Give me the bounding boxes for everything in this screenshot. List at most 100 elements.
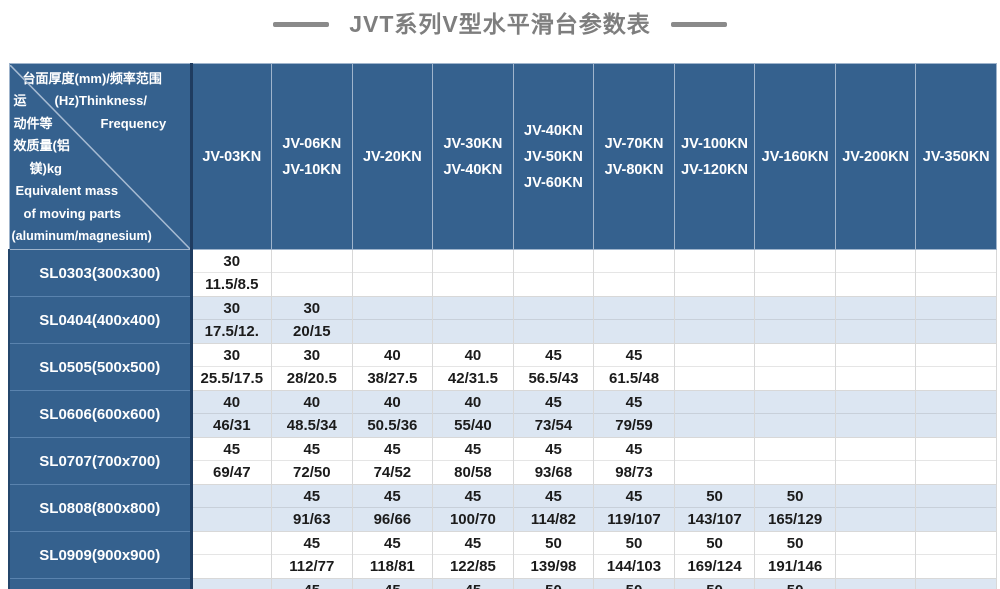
data-cell: 45 xyxy=(351,578,434,589)
column-header-label: JV-30KN xyxy=(443,135,503,152)
thickness-value: 45 xyxy=(352,438,433,461)
data-cell xyxy=(834,578,917,589)
mass-value xyxy=(836,414,916,437)
mass-value: 143/107 xyxy=(687,511,742,528)
mass-value: 74/52 xyxy=(373,464,412,481)
data-cell: 45 96/66 xyxy=(351,484,434,532)
mass-value: 38/27.5 xyxy=(367,370,418,387)
thickness-value: 40 xyxy=(272,391,352,414)
thickness-value xyxy=(836,579,916,589)
thickness-value: 50 xyxy=(755,485,835,508)
data-cell: 50 169/124 xyxy=(673,531,756,579)
mass-value: 93/68 xyxy=(534,464,573,481)
data-cell: 50 xyxy=(754,578,836,589)
column-header: JV-200KN xyxy=(834,63,917,250)
mass-value xyxy=(594,320,674,343)
title-dash-right xyxy=(670,21,727,27)
thickness-value: 30 xyxy=(192,297,272,320)
column-header: JV-03KN xyxy=(189,63,273,250)
mass-value xyxy=(916,320,996,343)
mass-value xyxy=(433,273,513,296)
column-header: JV-160KN xyxy=(754,63,836,250)
corner-line-3-right: Frequency xyxy=(100,115,167,131)
mass-value: 17.5/12. xyxy=(204,323,259,340)
mass-value: 50.5/36 xyxy=(367,417,418,434)
data-cell xyxy=(593,296,675,344)
mass-value xyxy=(353,273,433,296)
thickness-value xyxy=(433,297,513,320)
mass-value xyxy=(193,508,272,531)
thickness-value: 30 xyxy=(272,344,352,367)
thickness-value xyxy=(674,391,755,414)
thickness-value xyxy=(835,391,916,414)
thickness-value: 50 xyxy=(674,532,755,555)
data-cell: 45 100/70 xyxy=(432,484,514,532)
thickness-value: 50 xyxy=(514,579,594,589)
data-cell xyxy=(512,296,595,344)
data-cell xyxy=(189,484,273,532)
mass-value: 48.5/34 xyxy=(286,417,337,434)
column-header-label: JV-100KN xyxy=(681,135,748,152)
thickness-value: 50 xyxy=(675,579,755,589)
corner-line-2-left: 运 xyxy=(13,93,27,108)
data-cell: 45 xyxy=(432,578,514,589)
data-cell: 45 98/73 xyxy=(593,437,675,485)
thickness-value xyxy=(916,579,996,589)
row-header: SL1010(1000x1000) xyxy=(8,578,191,589)
mass-value: 169/124 xyxy=(687,558,742,575)
thickness-value: 45 xyxy=(513,485,594,508)
data-cell: 50 xyxy=(512,578,595,589)
thickness-value xyxy=(755,250,835,273)
thickness-value: 50 xyxy=(513,532,594,555)
data-cell: 40 46/31 xyxy=(189,390,273,438)
data-cell: 30 11.5/8.5 xyxy=(189,249,273,297)
data-cell xyxy=(351,296,434,344)
page-title: JVT系列V型水平滑台参数表 xyxy=(349,11,651,37)
data-cell xyxy=(834,343,917,391)
data-cell xyxy=(512,249,595,297)
table-body: SL0303(300x300) 30 11.5/8.5 SL0404(400x400)… xyxy=(8,249,997,589)
column-header-label: JV-50KN xyxy=(524,148,583,165)
corner-line-5: 镁)kg xyxy=(29,160,63,176)
thickness-value xyxy=(916,532,996,555)
row-header: SL0606(600x600) xyxy=(8,390,191,438)
table-row: SL0707(700x700) 45 69/47 45 72/50 45 74/52 45 80… xyxy=(8,437,997,485)
data-cell xyxy=(915,296,997,344)
thickness-value xyxy=(193,579,272,589)
data-cell xyxy=(432,249,514,297)
data-cell: 45 73/54 xyxy=(512,390,595,438)
table-row: SL0505(500x500) 30 25.5/17.5 30 28/20.5 40 38/… xyxy=(8,343,997,391)
thickness-value: 50 xyxy=(755,532,835,555)
mass-value xyxy=(755,367,835,390)
corner-line-2-right: (Hz)Thinkness/ xyxy=(54,93,147,108)
data-cell: 45 xyxy=(271,578,353,589)
mass-value xyxy=(755,414,835,437)
mass-value: 112/77 xyxy=(289,558,335,575)
row-header: SL0909(900x900) xyxy=(8,531,191,579)
corner-line-2: 运 (Hz)Thinkness/ xyxy=(10,90,190,113)
mass-value: 42/31.5 xyxy=(447,370,498,387)
thickness-value: 45 xyxy=(272,532,352,555)
data-cell xyxy=(351,249,434,297)
data-cell xyxy=(834,531,917,579)
thickness-value: 40 xyxy=(433,391,513,414)
thickness-value: 45 xyxy=(353,579,433,589)
thickness-value: 45 xyxy=(433,579,513,589)
data-cell xyxy=(915,249,997,297)
table-row: SL1010(1000x1000)45454550505050 xyxy=(8,578,997,589)
data-cell: 50 191/146 xyxy=(754,531,836,579)
data-cell xyxy=(834,296,917,344)
title-bar: JVT系列V型水平滑台参数表 xyxy=(0,6,1000,42)
data-cell: 40 42/31.5 xyxy=(432,343,514,391)
corner-line-6: Equivalent mass xyxy=(15,183,119,198)
thickness-value: 30 xyxy=(192,250,272,273)
data-cell: 50 144/103 xyxy=(593,531,675,579)
corner-line-1: 台面厚度(mm)/频率范围 xyxy=(22,70,162,86)
table-row: SL0606(600x600) 40 46/31 40 48.5/34 40 50.5/36… xyxy=(8,390,997,438)
thickness-value: 50 xyxy=(674,485,755,508)
mass-value: 28/20.5 xyxy=(286,370,337,387)
data-cell xyxy=(754,296,836,344)
mass-value xyxy=(594,273,674,296)
thickness-value: 40 xyxy=(433,344,513,367)
thickness-value xyxy=(916,391,996,414)
